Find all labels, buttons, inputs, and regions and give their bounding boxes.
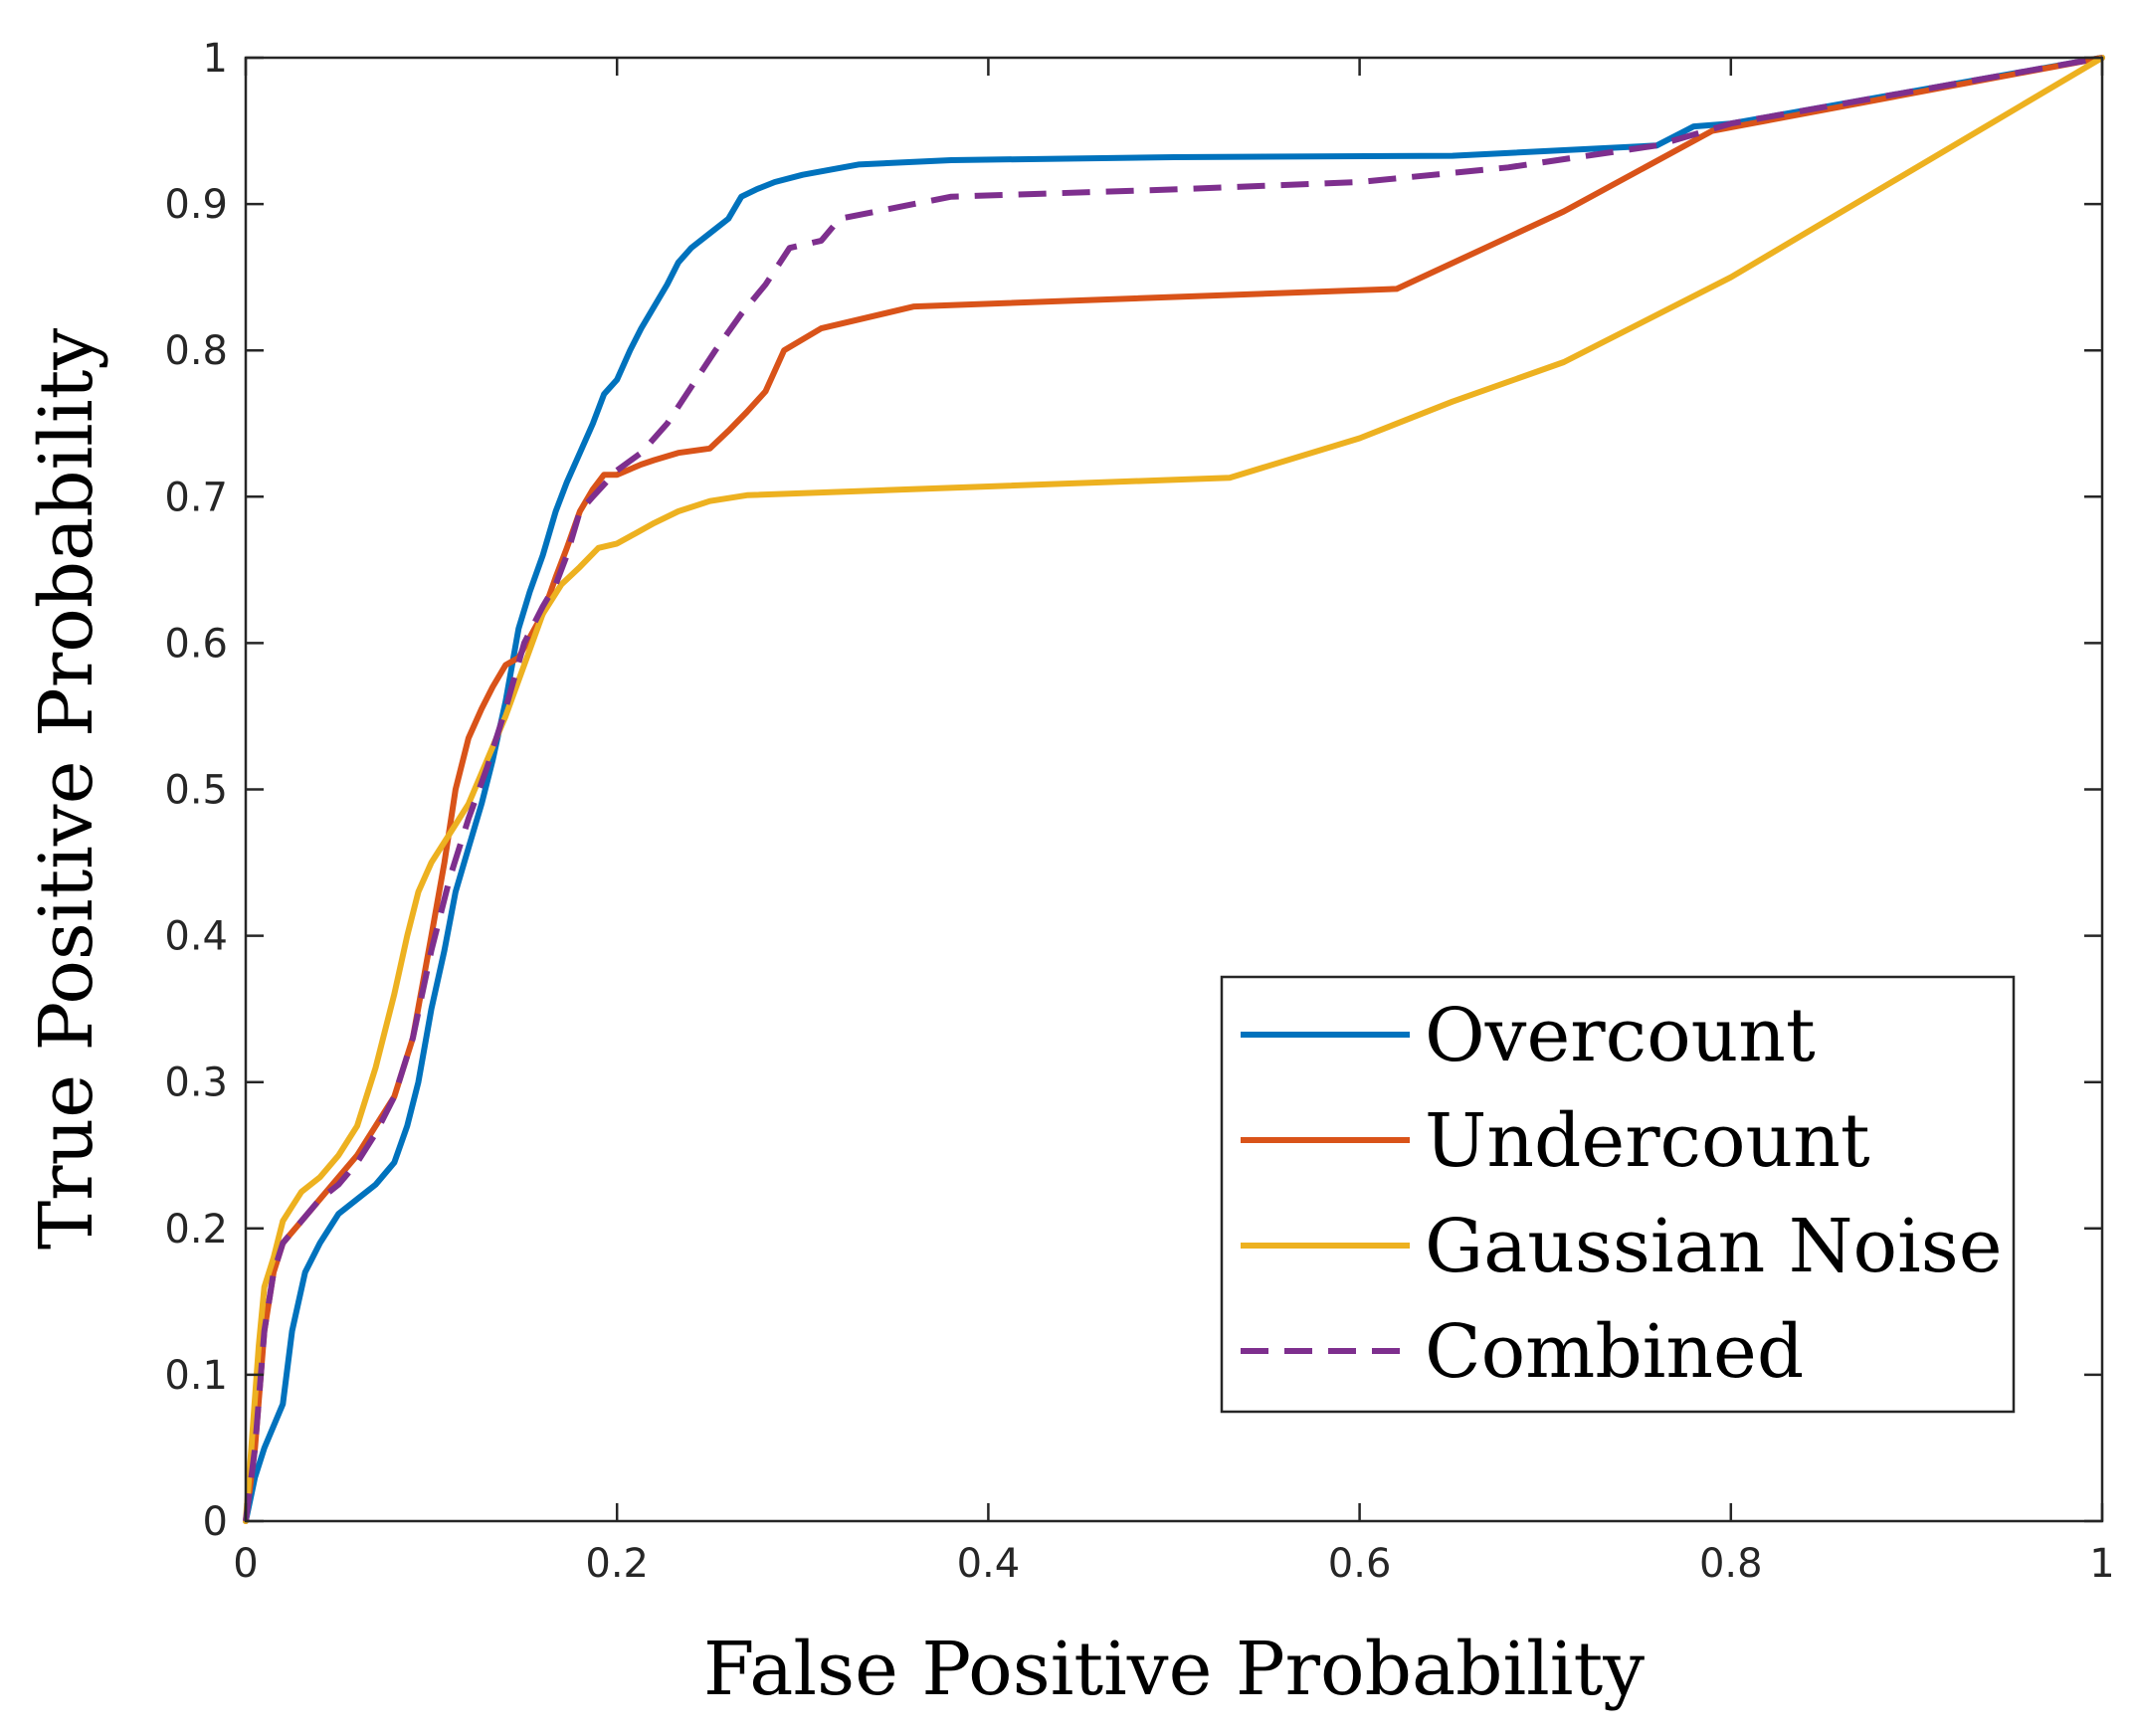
x-tick-label: 0 bbox=[233, 1541, 258, 1587]
y-tick-label: 1 bbox=[203, 36, 228, 82]
y-tick-label: 0.5 bbox=[164, 768, 228, 814]
x-tick-label: 0.8 bbox=[1699, 1541, 1763, 1587]
legend-items: Overcount Undercount Gaussian Noise Combine… bbox=[1241, 993, 2003, 1395]
legend-box bbox=[1220, 975, 2016, 1414]
y-axis: 0 0.1 0.2 0.3 0.4 0.5 0.6 0.7 0.8 0.9 1 bbox=[164, 36, 2102, 1545]
y-tick-label: 0.4 bbox=[164, 914, 228, 960]
x-tick-label: 0.6 bbox=[1328, 1541, 1392, 1587]
y-tick-label: 0.7 bbox=[164, 475, 228, 520]
y-axis-label: True Positive Probability bbox=[24, 328, 109, 1251]
legend: Overcount Undercount Gaussian Noise Combine… bbox=[1220, 975, 2016, 1414]
legend-label-gaussian-noise: Gaussian Noise bbox=[1425, 1204, 2003, 1289]
legend-label-overcount: Overcount bbox=[1425, 993, 1816, 1078]
x-tick-label: 0.2 bbox=[585, 1541, 649, 1587]
x-tick-label: 1 bbox=[2089, 1541, 2114, 1587]
y-tick-label: 0.6 bbox=[164, 621, 228, 667]
series-line-overcount bbox=[243, 55, 2105, 1524]
x-axis-label: False Positive Probability bbox=[703, 1627, 1645, 1712]
x-tick-label: 0.4 bbox=[957, 1541, 1021, 1587]
y-tick-label: 0.8 bbox=[164, 328, 228, 374]
legend-label-combined: Combined bbox=[1425, 1309, 1804, 1395]
y-tick-label: 0.1 bbox=[164, 1353, 228, 1399]
y-tick-label: 0 bbox=[203, 1499, 228, 1545]
y-tick-label: 0.3 bbox=[164, 1061, 228, 1106]
series-line-combined bbox=[243, 55, 2103, 1522]
y-tick-label: 0.9 bbox=[164, 182, 228, 228]
x-axis: 0 0.2 0.4 0.6 0.8 1 bbox=[233, 58, 2115, 1587]
y-tick-label: 0.2 bbox=[164, 1207, 228, 1253]
series-layer bbox=[243, 55, 2105, 1524]
legend-label-undercount: Undercount bbox=[1425, 1098, 1870, 1184]
